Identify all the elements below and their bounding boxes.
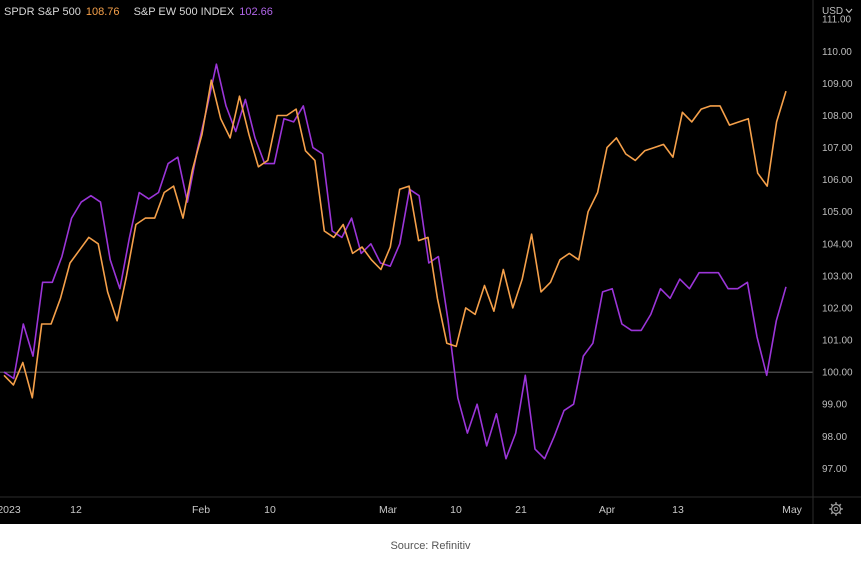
y-tick-label: 105.00	[822, 207, 853, 218]
y-tick-label: 109.00	[822, 79, 853, 90]
y-tick-label: 101.00	[822, 336, 853, 347]
y-tick-label: 98.00	[822, 432, 847, 443]
legend-name-ew: S&P EW 500 INDEX	[134, 6, 235, 18]
y-tick-label: 97.00	[822, 464, 847, 475]
price-chart: 108.76102.66 111.00110.00109.00108.00107…	[0, 0, 861, 524]
y-tick-label: 103.00	[822, 271, 853, 282]
x-tick-label: May	[782, 504, 803, 516]
y-tick-label: 110.00	[822, 47, 852, 58]
x-tick-label: 2023	[0, 504, 21, 516]
y-tick-label: 108.00	[822, 111, 853, 122]
y-tick-label: 100.00	[822, 368, 853, 379]
y-tick-label: 106.00	[822, 175, 853, 186]
currency-label[interactable]: USD	[822, 6, 843, 17]
y-tick-label: 99.00	[822, 400, 847, 411]
legend-value-spdr: 108.76	[86, 6, 120, 18]
legend-value-ew: 102.66	[239, 6, 273, 18]
chart-container: 108.76102.66 111.00110.00109.00108.00107…	[0, 0, 861, 524]
source-note: Source: Refinitiv	[0, 540, 861, 552]
x-tick-label: 12	[70, 504, 82, 516]
x-tick-label: 13	[672, 504, 684, 516]
x-tick-label: 10	[264, 504, 276, 516]
y-tick-label: 107.00	[822, 143, 853, 154]
x-tick-label: Feb	[192, 504, 210, 516]
x-tick-label: Mar	[379, 504, 398, 516]
x-tick-label: 21	[515, 504, 527, 516]
x-tick-label: Apr	[599, 504, 616, 516]
legend: SPDR S&P 500 108.76 S&P EW 500 INDEX 102.6…	[4, 6, 278, 18]
legend-name-spdr: SPDR S&P 500	[4, 6, 81, 18]
y-tick-label: 104.00	[822, 239, 853, 250]
y-tick-label: 102.00	[822, 303, 853, 314]
x-tick-label: 10	[450, 504, 462, 516]
